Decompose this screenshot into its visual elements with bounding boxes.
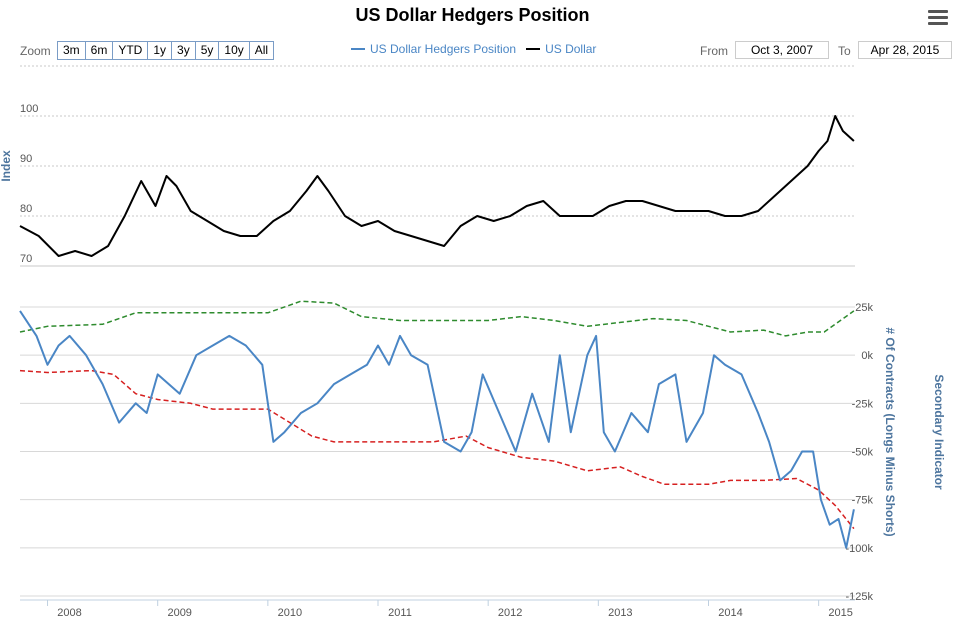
- y-tick-label-right: -100k: [845, 543, 873, 555]
- menu-bar: [928, 10, 948, 13]
- y-tick-label: 100: [20, 103, 38, 115]
- x-tick-label: 2009: [167, 607, 191, 619]
- zoom-button-10y[interactable]: 10y: [218, 42, 249, 59]
- zoom-button-6m[interactable]: 6m: [84, 42, 113, 59]
- y-tick-label-right: 25k: [855, 302, 873, 314]
- y-tick-label-right: -50k: [852, 447, 874, 459]
- legend-swatch: [526, 48, 541, 50]
- menu-bar: [928, 16, 948, 19]
- x-tick-label: 2008: [57, 607, 81, 619]
- zoom-button-3y[interactable]: 3y: [171, 42, 195, 59]
- hamburger-menu-icon[interactable]: [928, 10, 948, 26]
- legend: US Dollar Hedgers Position US Dollar: [351, 42, 606, 56]
- x-tick-label: 2011: [388, 607, 412, 619]
- y-axis-title: Index: [0, 150, 13, 182]
- chart-title: US Dollar Hedgers Position: [355, 5, 590, 25]
- y-tick-label: 80: [20, 203, 32, 215]
- x-tick-label: 2014: [718, 607, 742, 619]
- x-tick-label: 2010: [278, 607, 302, 619]
- legend-item-us-dollar[interactable]: US Dollar: [526, 42, 596, 56]
- y-tick-label-right: -125k: [845, 591, 873, 603]
- to-label: To: [838, 44, 851, 58]
- y-tick-label: 70: [20, 253, 32, 265]
- y-axis-title-secondary: Secondary Indicator: [932, 374, 946, 490]
- series-line-us-dollar: [19, 115, 855, 257]
- x-tick-label: 2013: [608, 607, 632, 619]
- legend-item-hedgers[interactable]: US Dollar Hedgers Position: [351, 42, 516, 56]
- legend-label: US Dollar Hedgers Position: [370, 42, 517, 56]
- y-tick-label-right: 0k: [861, 350, 873, 362]
- menu-bar: [928, 22, 948, 25]
- legend-swatch: [351, 48, 365, 50]
- x-tick-label: 2015: [828, 607, 852, 619]
- zoom-button-5y[interactable]: 5y: [194, 42, 219, 59]
- zoom-label: Zoom: [20, 44, 51, 58]
- zoom-button-3m[interactable]: 3m: [58, 42, 85, 59]
- to-date-input[interactable]: Apr 28, 2015: [858, 41, 952, 59]
- zoom-button-1y[interactable]: 1y: [147, 42, 172, 59]
- series-line-upper-band: [19, 300, 855, 337]
- zoom-button-group: 3m 6m YTD 1y 3y 5y 10y All: [57, 41, 275, 60]
- zoom-button-all[interactable]: All: [248, 42, 274, 59]
- y-tick-label-right: -25k: [852, 398, 874, 410]
- x-tick-label: 2012: [498, 607, 522, 619]
- y-tick-label-right: -75k: [852, 495, 874, 507]
- series-line-lower-band: [19, 369, 855, 530]
- y-tick-label: 90: [20, 153, 32, 165]
- legend-label: US Dollar: [545, 42, 597, 56]
- from-label: From: [700, 44, 728, 58]
- series-line-hedgers-position: [19, 310, 855, 549]
- y-axis-title-right: # Of Contracts (Longs Minus Shorts): [883, 327, 897, 536]
- from-date-input[interactable]: Oct 3, 2007: [735, 41, 829, 59]
- zoom-button-ytd[interactable]: YTD: [112, 42, 148, 59]
